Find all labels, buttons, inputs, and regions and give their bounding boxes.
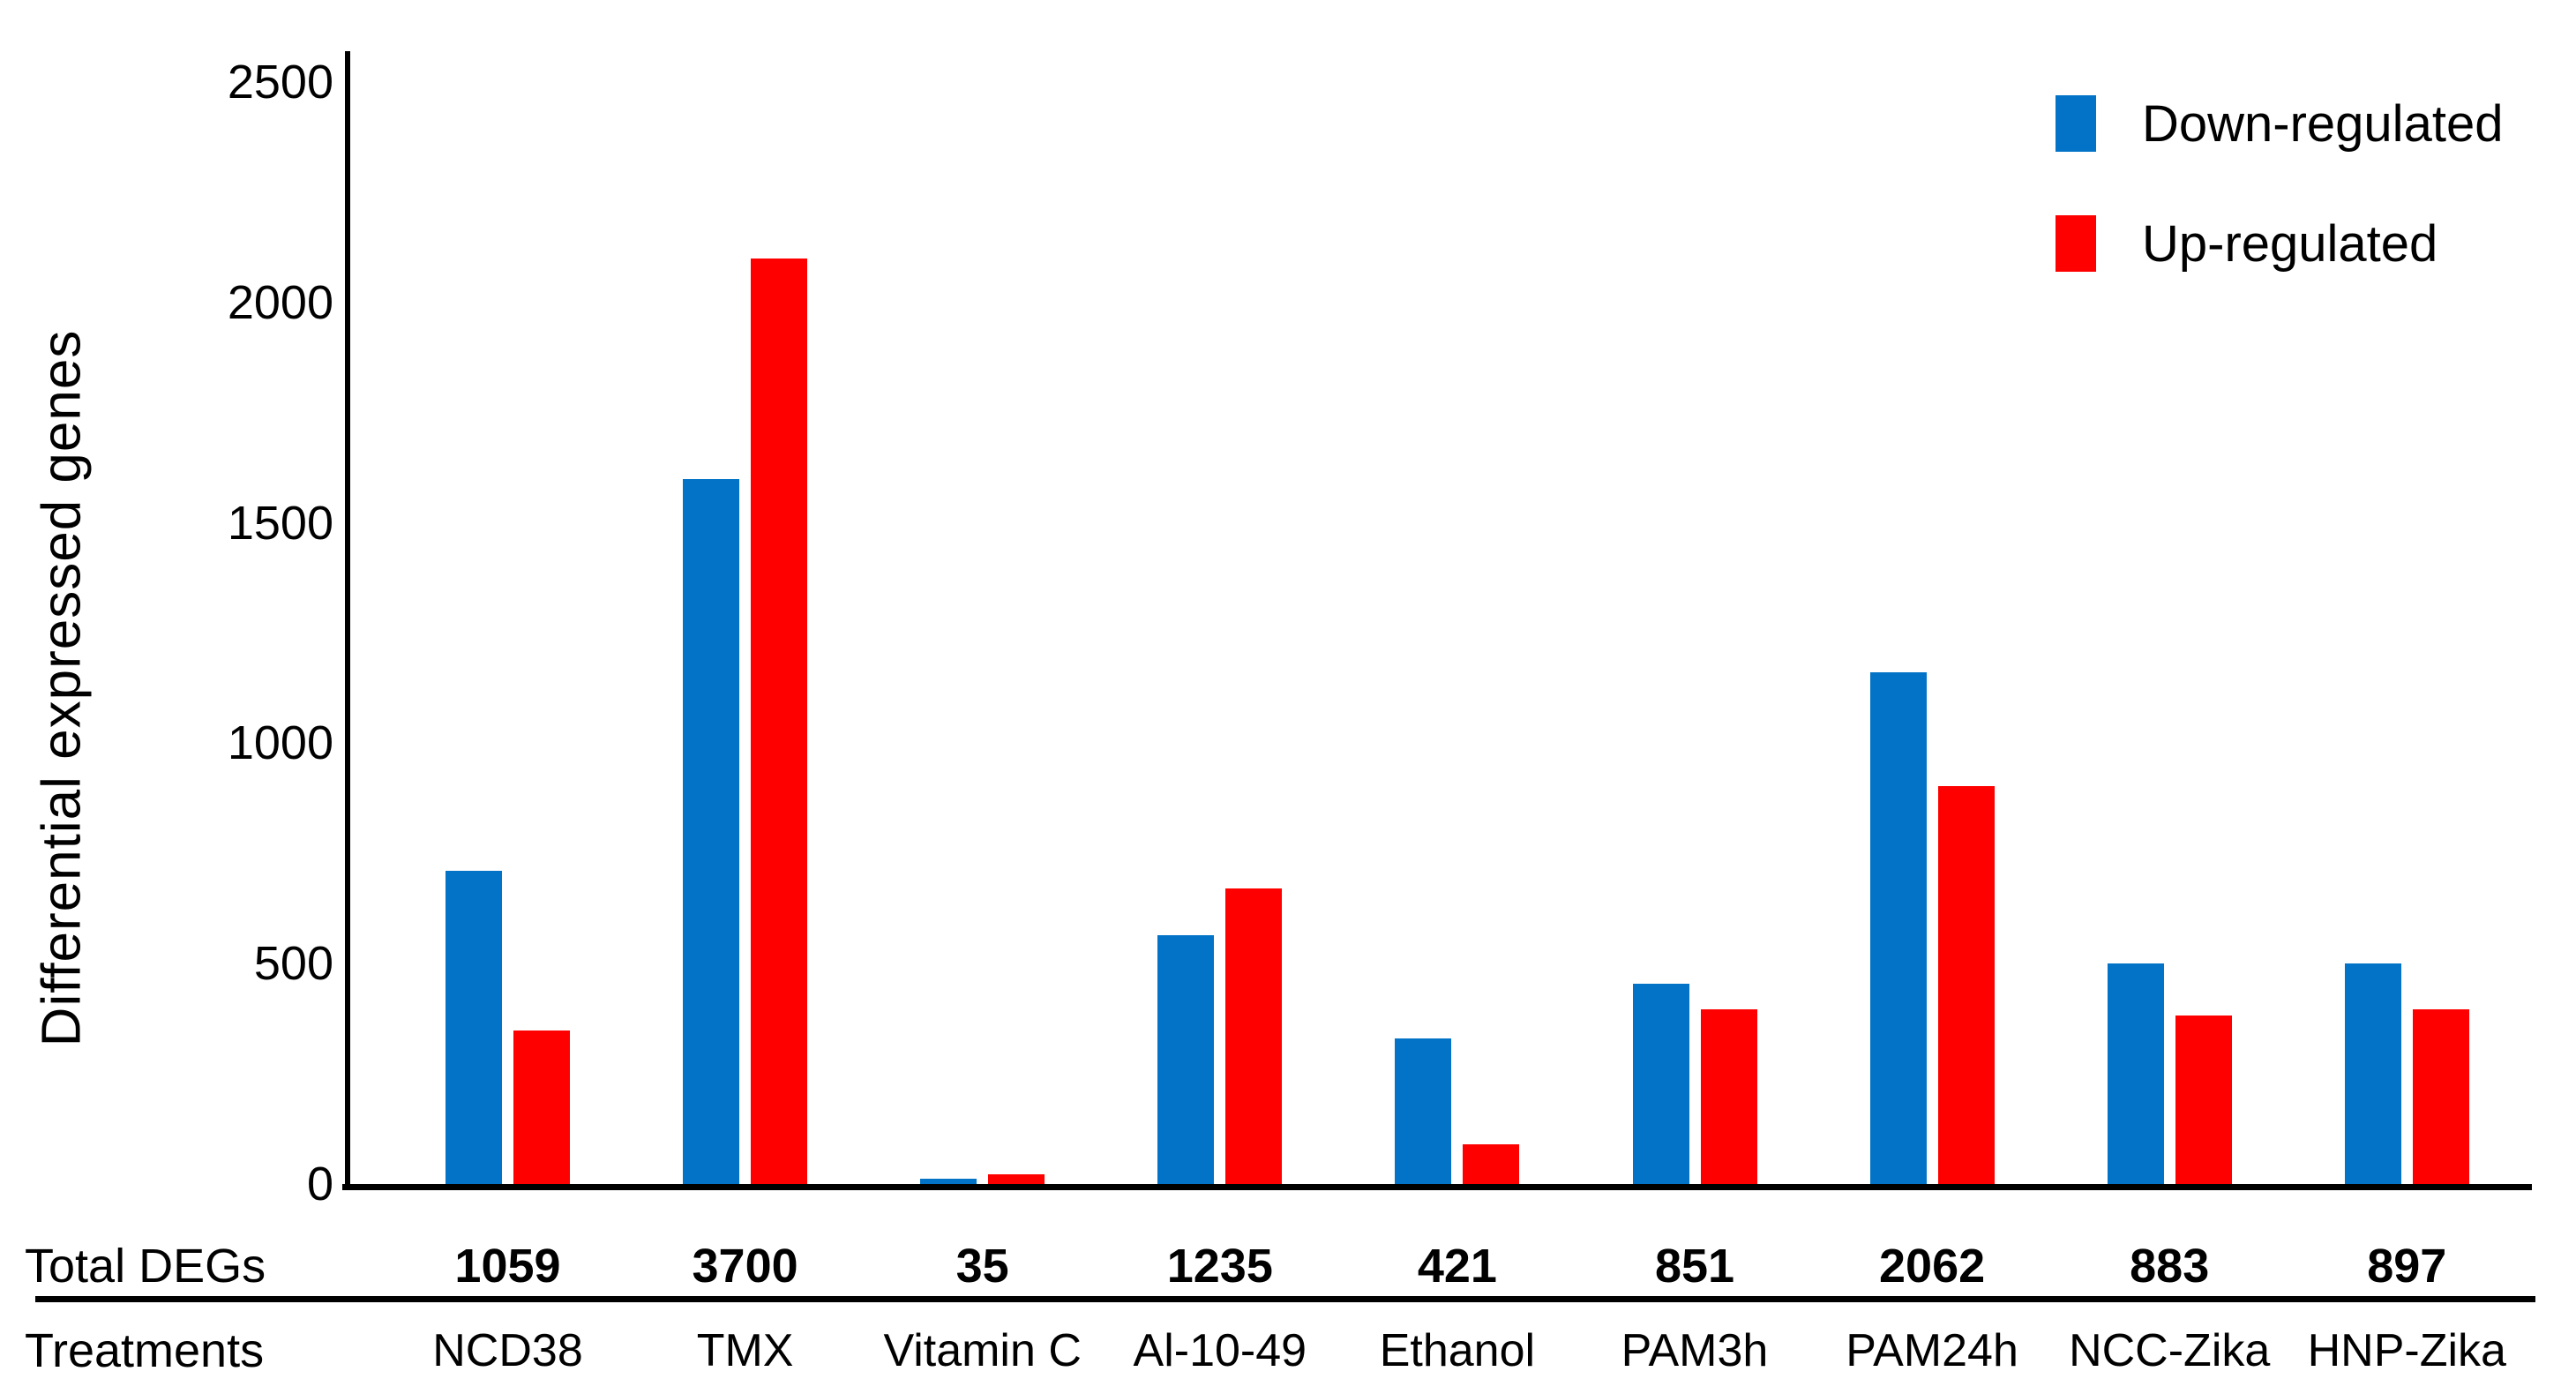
up-regulated-swatch-icon bbox=[2056, 215, 2096, 272]
treatment-label-Al-10-49: Al-10-49 bbox=[1133, 1325, 1307, 1376]
down-regulated-swatch-icon bbox=[2056, 95, 2096, 152]
bar-down-PAM24h bbox=[1869, 672, 1927, 1184]
bar-down-HNP-Zika bbox=[2344, 963, 2401, 1184]
legend-entry-down-regulated: Down-regulated bbox=[2056, 93, 2503, 154]
total-degs-HNP-Zika: 897 bbox=[2367, 1240, 2447, 1293]
y-tick-label-0: 0 bbox=[306, 1158, 333, 1210]
bar-up-TMX bbox=[751, 258, 808, 1184]
total-degs-TMX: 3700 bbox=[692, 1240, 798, 1293]
bar-down-Ethanol bbox=[1395, 1038, 1452, 1184]
total-degs-Al-10-49: 1235 bbox=[1166, 1240, 1273, 1293]
totals-row-label: Total DEGs bbox=[25, 1240, 266, 1293]
bar-up-NCD38 bbox=[513, 1030, 570, 1184]
bar-down-NCD38 bbox=[446, 871, 502, 1184]
legend-label-up: Up-regulated bbox=[2142, 214, 2438, 273]
legend-label-down: Down-regulated bbox=[2142, 94, 2504, 153]
bar-up-NCC-Zika bbox=[2175, 1015, 2232, 1184]
treatment-label-Vitamin C: Vitamin C bbox=[883, 1325, 1082, 1376]
total-degs-Ethanol: 421 bbox=[1417, 1240, 1497, 1293]
bar-up-HNP-Zika bbox=[2412, 1008, 2469, 1184]
bar-down-NCC-Zika bbox=[2107, 963, 2164, 1184]
y-tick-label-1500: 1500 bbox=[227, 496, 333, 550]
total-degs-Vitamin C: 35 bbox=[955, 1240, 1009, 1293]
treatments-row-label: Treatments bbox=[25, 1324, 265, 1377]
treatment-label-HNP-Zika: HNP-Zika bbox=[2307, 1325, 2506, 1376]
y-tick-label-2000: 2000 bbox=[227, 275, 333, 329]
bar-up-PAM24h bbox=[1937, 786, 1995, 1184]
table-divider-line bbox=[35, 1296, 2535, 1302]
treatment-label-TMX: TMX bbox=[696, 1325, 794, 1376]
total-degs-NCD38: 1059 bbox=[454, 1240, 561, 1293]
treatment-label-PAM24h: PAM24h bbox=[1846, 1325, 2018, 1376]
total-degs-PAM3h: 851 bbox=[1654, 1240, 1735, 1293]
bar-up-Ethanol bbox=[1463, 1143, 1520, 1184]
bar-down-PAM3h bbox=[1632, 983, 1689, 1184]
bar-down-TMX bbox=[683, 478, 740, 1184]
treatment-label-PAM3h: PAM3h bbox=[1621, 1325, 1769, 1376]
y-axis-line bbox=[345, 51, 350, 1190]
y-tick-label-2500: 2500 bbox=[227, 56, 333, 109]
total-degs-PAM24h: 2062 bbox=[1879, 1240, 1986, 1293]
treatment-label-Ethanol: Ethanol bbox=[1379, 1325, 1536, 1376]
legend-entry-up-regulated: Up-regulated bbox=[2056, 213, 2437, 274]
bar-up-Al-10-49 bbox=[1225, 888, 1283, 1184]
bar-up-PAM3h bbox=[1700, 1009, 1757, 1184]
y-tick-label-1000: 1000 bbox=[227, 716, 333, 770]
bar-up-Vitamin C bbox=[988, 1174, 1045, 1184]
treatment-label-NCD38: NCD38 bbox=[432, 1325, 583, 1376]
x-axis-line bbox=[342, 1184, 2532, 1190]
bar-down-Vitamin C bbox=[920, 1178, 977, 1184]
y-tick-label-500: 500 bbox=[253, 937, 333, 991]
bar-down-Al-10-49 bbox=[1157, 934, 1215, 1184]
total-degs-NCC-Zika: 883 bbox=[2130, 1240, 2210, 1293]
treatment-label-NCC-Zika: NCC-Zika bbox=[2069, 1325, 2271, 1376]
